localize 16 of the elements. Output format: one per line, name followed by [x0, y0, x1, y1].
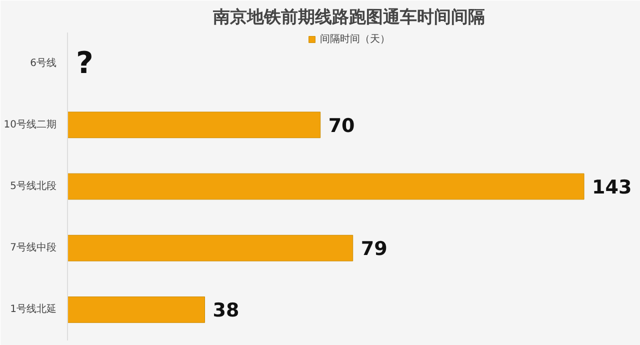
y-tick-label: 7号线中段 [10, 242, 57, 254]
data-label: 143 [592, 176, 632, 198]
bar [68, 296, 206, 323]
data-label: 70 [328, 114, 355, 137]
bar [68, 173, 584, 200]
chart-title: 南京地铁前期线路跑图通车时间间隔 [212, 8, 485, 28]
annotation: ? [76, 46, 94, 81]
bar [68, 234, 354, 262]
legend-label: 间隔时间（天） [320, 32, 390, 46]
y-tick-label: 1号线北延 [10, 303, 57, 316]
y-tick-label: 10号线二期 [4, 118, 57, 130]
y-tick-label: 5号线北段 [10, 180, 57, 192]
data-label: 38 [212, 300, 240, 322]
data-label: 79 [360, 238, 388, 260]
bar [68, 112, 321, 138]
y-tick-label: 6号线 [30, 56, 57, 69]
